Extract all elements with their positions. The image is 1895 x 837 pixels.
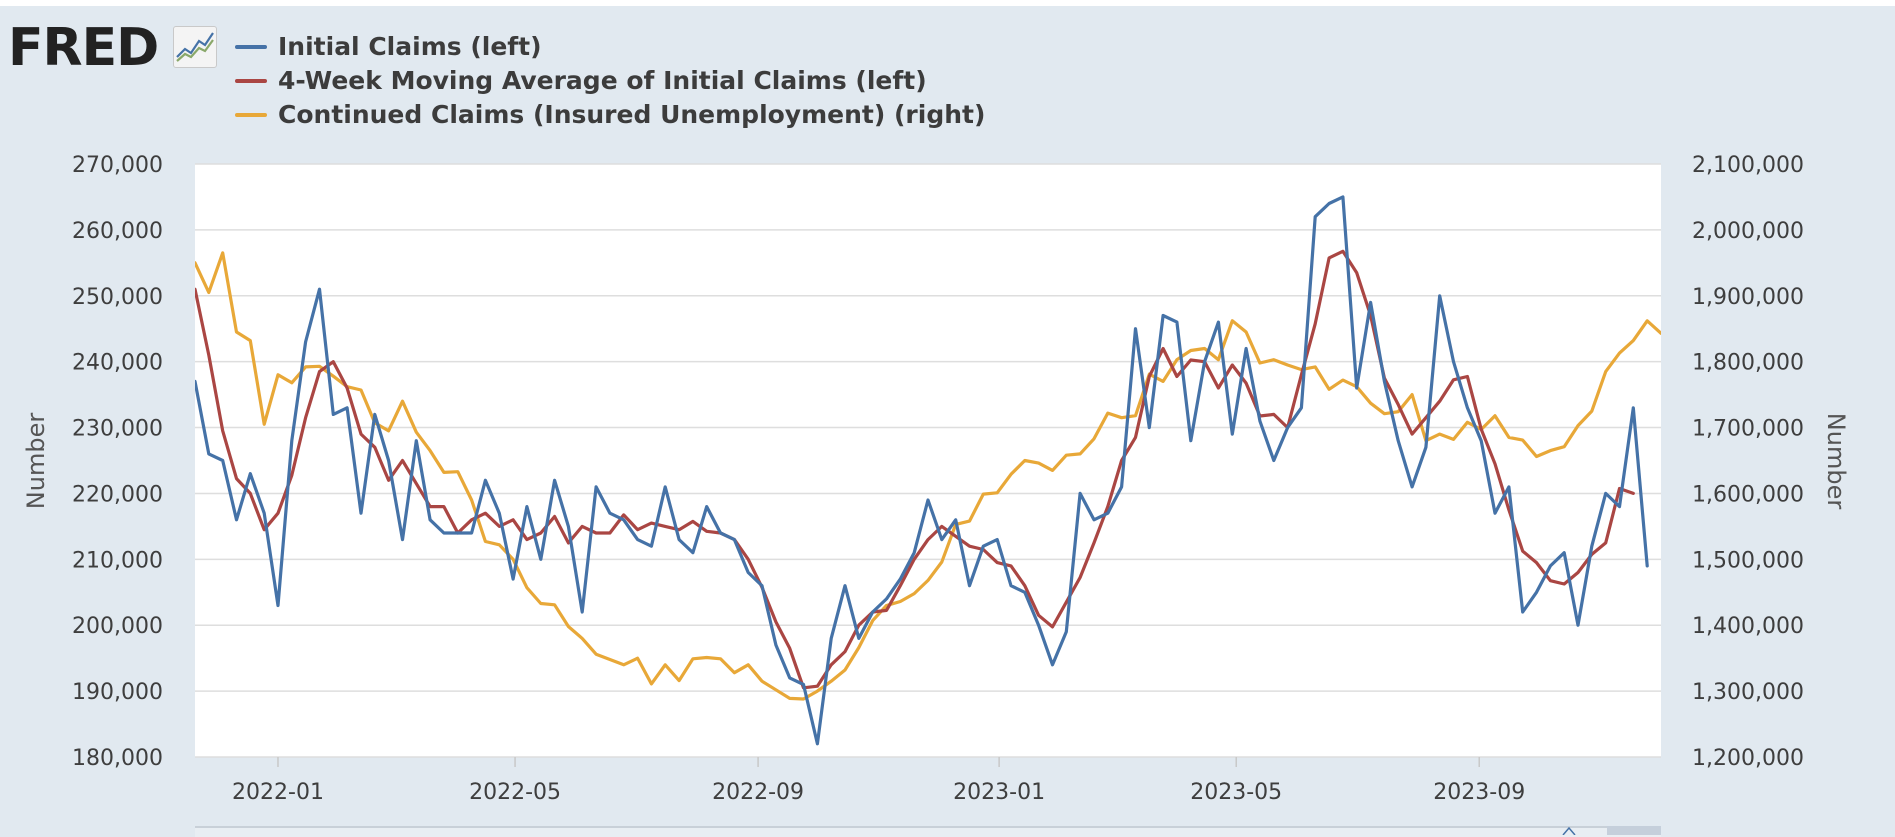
left-tick-label: 190,000 bbox=[72, 680, 163, 705]
right-tick-label: 1,700,000 bbox=[1692, 417, 1804, 442]
legend-label-initial-claims: Initial Claims (left) bbox=[278, 32, 542, 61]
series-line-0[interactable] bbox=[195, 195, 1649, 746]
legend-item-initial-claims[interactable]: Initial Claims (left) bbox=[232, 30, 985, 64]
right-axis-ticks: 1,200,000 1,300,000 1,400,000 1,500,000 1,60… bbox=[1692, 153, 1804, 771]
left-tick-label: 250,000 bbox=[72, 285, 163, 310]
right-tick-label: 1,900,000 bbox=[1692, 285, 1804, 310]
series-lines bbox=[195, 195, 1661, 746]
navigator-handle[interactable] bbox=[1607, 826, 1661, 835]
legend-label-continued-claims: Continued Claims (Insured Unemployment) … bbox=[278, 100, 986, 129]
fred-logo[interactable]: FRED bbox=[8, 18, 159, 78]
right-tick-label: 1,400,000 bbox=[1692, 614, 1804, 639]
left-tick-label: 260,000 bbox=[72, 219, 163, 244]
series-line-1[interactable] bbox=[195, 249, 1635, 690]
left-axis-ticks: 180,000 190,000 200,000 210,000 220,000 230,0… bbox=[72, 153, 163, 771]
legend-swatch-moving-average bbox=[235, 79, 267, 83]
x-tick-label: 2022-01 bbox=[232, 780, 324, 805]
right-tick-label: 1,200,000 bbox=[1692, 746, 1804, 771]
right-tick-label: 1,300,000 bbox=[1692, 680, 1804, 705]
chart-logo-icon bbox=[173, 26, 217, 68]
right-tick-label: 1,500,000 bbox=[1692, 548, 1804, 573]
left-tick-label: 220,000 bbox=[72, 482, 163, 507]
right-tick-label: 1,800,000 bbox=[1692, 351, 1804, 376]
x-tick-label: 2022-09 bbox=[712, 780, 804, 805]
right-axis-title: Number bbox=[1822, 413, 1850, 510]
left-axis-title: Number bbox=[22, 413, 50, 510]
grid-lines bbox=[195, 163, 1661, 758]
top-border bbox=[0, 0, 1895, 6]
right-tick-label: 2,100,000 bbox=[1692, 153, 1804, 178]
right-tick-label: 2,000,000 bbox=[1692, 219, 1804, 244]
navigator-mini-icon bbox=[1562, 827, 1576, 835]
legend-swatch-initial-claims bbox=[235, 45, 267, 49]
legend-label-moving-average: 4-Week Moving Average of Initial Claims … bbox=[278, 66, 927, 95]
left-tick-label: 180,000 bbox=[72, 746, 163, 771]
x-tick-label: 2023-09 bbox=[1433, 780, 1525, 805]
legend-item-continued-claims[interactable]: Continued Claims (Insured Unemployment) … bbox=[232, 98, 985, 132]
left-tick-label: 210,000 bbox=[72, 548, 163, 573]
x-axis-ticks: 2022-01 2022-05 2022-09 2023-01 2023-05 2023-… bbox=[232, 757, 1525, 805]
left-tick-label: 200,000 bbox=[72, 614, 163, 639]
left-tick-label: 230,000 bbox=[72, 417, 163, 442]
left-tick-label: 240,000 bbox=[72, 351, 163, 376]
left-tick-label: 270,000 bbox=[72, 153, 163, 178]
x-tick-label: 2022-05 bbox=[469, 780, 561, 805]
x-tick-label: 2023-05 bbox=[1190, 780, 1282, 805]
navigator-bar[interactable] bbox=[195, 826, 1661, 837]
legend-swatch-continued-claims bbox=[235, 113, 267, 117]
plot-area bbox=[195, 164, 1661, 757]
legend-item-moving-average[interactable]: 4-Week Moving Average of Initial Claims … bbox=[232, 64, 985, 98]
right-tick-label: 1,600,000 bbox=[1692, 482, 1804, 507]
series-line-2[interactable] bbox=[195, 251, 1661, 701]
chart-legend: Initial Claims (left) 4-Week Moving Aver… bbox=[232, 30, 985, 132]
x-tick-label: 2023-01 bbox=[953, 780, 1045, 805]
